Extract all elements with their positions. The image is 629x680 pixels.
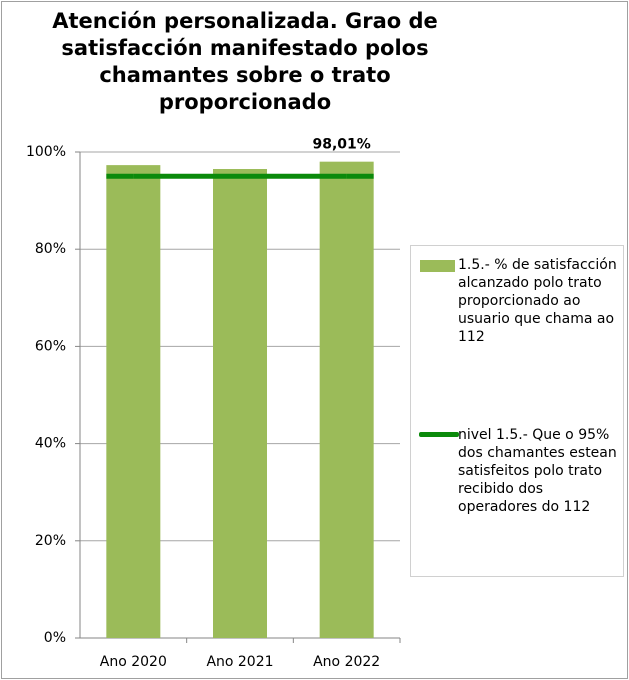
y-tick-label: 0% [44,630,66,646]
legend-swatch [419,432,459,437]
data-label: 98,01% [313,137,371,153]
bar [213,169,267,638]
legend-label: nivel 1.5.- Que o 95% dos chamantes este… [458,427,617,515]
chart-title: Atención personalizada. Grao de satisfac… [52,9,438,114]
x-tick-label: Ano 2021 [206,654,273,670]
y-tick-label: 80% [35,241,66,257]
legend-label: 1.5.- % de satisfacción alcanzado polo t… [458,257,617,345]
y-tick-label: 100% [26,144,66,160]
y-tick-label: 60% [35,338,66,354]
y-tick-label: 40% [35,436,66,452]
y-tick-label: 20% [35,533,66,549]
x-tick-label: Ano 2020 [100,654,167,670]
legend: 1.5.- % de satisfacción alcanzado polo t… [410,245,624,577]
bar [106,165,161,638]
bar [319,161,374,639]
x-tick-label: Ano 2022 [313,654,380,670]
legend-swatch [420,260,455,272]
